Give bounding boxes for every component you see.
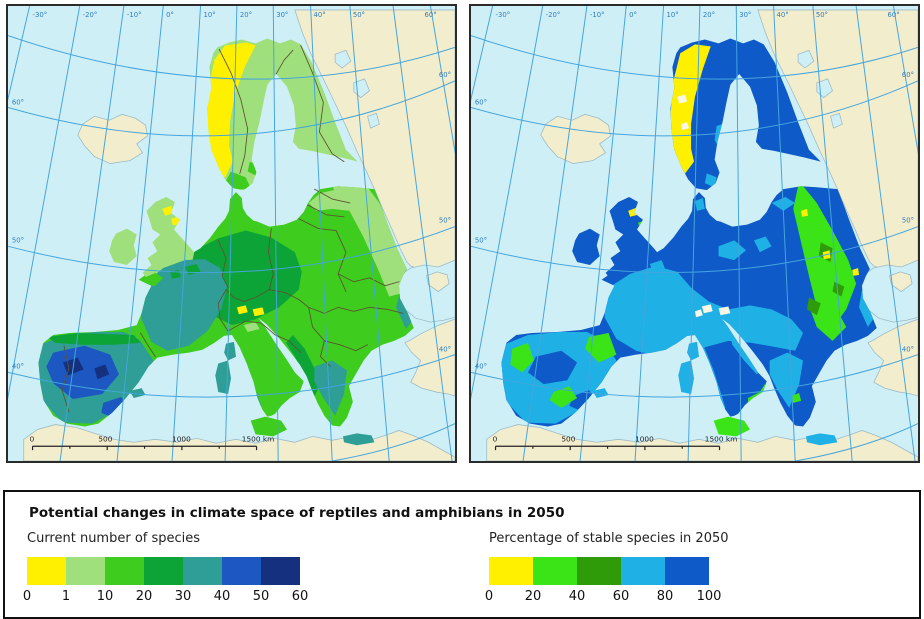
legend-left-ticks: 0 1 10 20 30 40 50 60 bbox=[23, 589, 327, 605]
legend-tick: 80 bbox=[656, 589, 674, 604]
stable-species-map bbox=[471, 6, 918, 461]
legend-swatch bbox=[665, 557, 709, 585]
map-panel-stable-species bbox=[469, 4, 920, 463]
legend-tick: 1 bbox=[61, 589, 71, 604]
legend-tick: 30 bbox=[174, 589, 192, 604]
map-panel-current-species: -30° -20° -10° 0° 10° 20° 30° 40° 50° 60… bbox=[6, 4, 457, 463]
legend-tick: 20 bbox=[524, 589, 542, 604]
legend-tick: 40 bbox=[213, 589, 231, 604]
legend-swatch bbox=[222, 557, 261, 585]
legend-swatch bbox=[183, 557, 222, 585]
legend-swatch bbox=[105, 557, 144, 585]
legend-right-ticks: 0 20 40 60 80 100 bbox=[485, 589, 789, 605]
legend-tick: 10 bbox=[96, 589, 114, 604]
legend-tick: 20 bbox=[135, 589, 153, 604]
current-species-map: -30° -20° -10° 0° 10° 20° 30° 40° 50° 60… bbox=[8, 6, 455, 461]
legend-tick: 0 bbox=[484, 589, 494, 604]
legend-swatch bbox=[27, 557, 66, 585]
legend-left-swatches bbox=[27, 557, 300, 585]
legend-tick: 60 bbox=[291, 589, 309, 604]
figure-title: Potential changes in climate space of re… bbox=[29, 505, 565, 521]
country-borders bbox=[61, 44, 404, 413]
legend-left-label: Current number of species bbox=[27, 531, 201, 546]
legend-tick: 0 bbox=[22, 589, 32, 604]
legend-right-swatches bbox=[489, 557, 709, 585]
legend-swatch bbox=[66, 557, 105, 585]
legend-swatch bbox=[489, 557, 533, 585]
legend-swatch bbox=[577, 557, 621, 585]
legend-tick: 40 bbox=[568, 589, 586, 604]
legend-swatch bbox=[261, 557, 300, 585]
legend-swatch bbox=[144, 557, 183, 585]
legend-panel: Potential changes in climate space of re… bbox=[3, 490, 921, 619]
legend-swatch bbox=[533, 557, 577, 585]
legend-swatch bbox=[621, 557, 665, 585]
stable-percentage-patches bbox=[501, 44, 876, 424]
legend-tick: 100 bbox=[696, 589, 722, 604]
legend-right-label: Percentage of stable species in 2050 bbox=[489, 531, 729, 546]
legend-tick: 60 bbox=[612, 589, 630, 604]
legend-tick: 50 bbox=[252, 589, 270, 604]
